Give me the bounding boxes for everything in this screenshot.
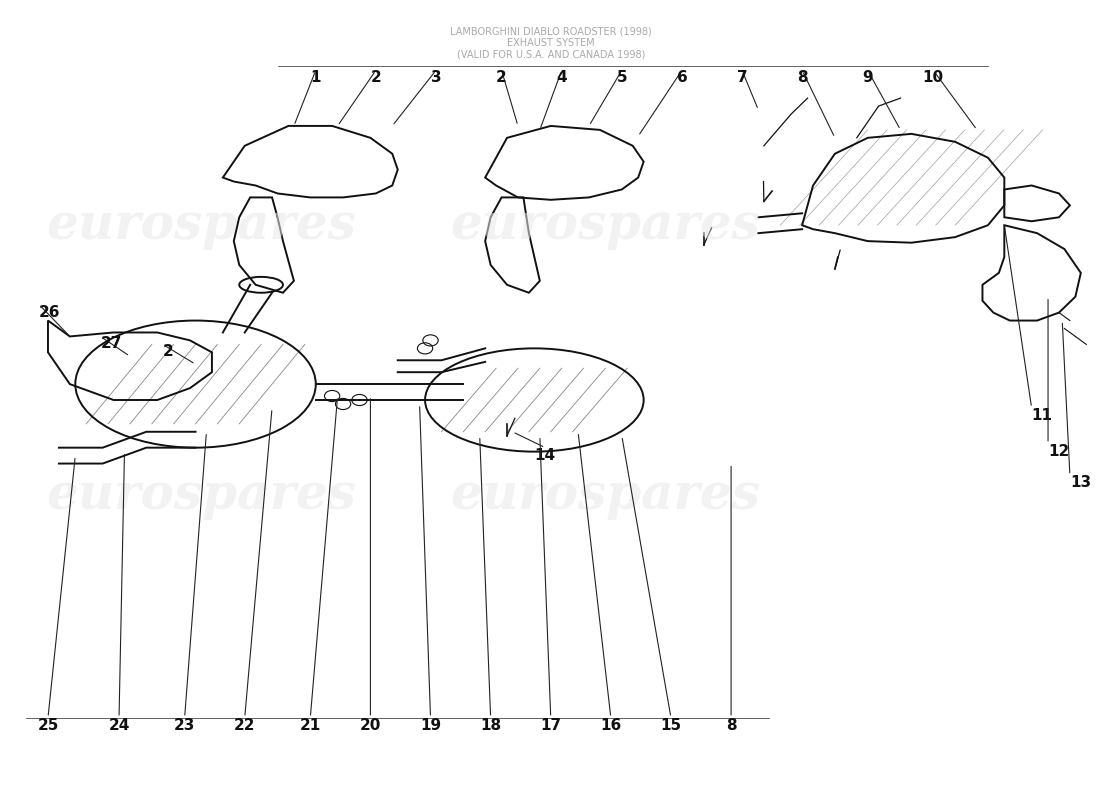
Text: 15: 15 bbox=[660, 718, 682, 733]
Text: 4: 4 bbox=[557, 70, 566, 86]
Text: LAMBORGHINI DIABLO ROADSTER (1998)
EXHAUST SYSTEM
(VALID FOR U.S.A. AND CANADA 1: LAMBORGHINI DIABLO ROADSTER (1998) EXHAU… bbox=[450, 26, 651, 60]
Text: 17: 17 bbox=[540, 718, 561, 733]
Text: 13: 13 bbox=[1070, 475, 1091, 490]
Text: 27: 27 bbox=[100, 337, 122, 351]
Text: 3: 3 bbox=[431, 70, 441, 86]
Text: 26: 26 bbox=[40, 305, 60, 320]
Text: eurospares: eurospares bbox=[451, 471, 760, 520]
Text: 10: 10 bbox=[923, 70, 944, 86]
Text: 22: 22 bbox=[234, 718, 255, 733]
Text: 2: 2 bbox=[496, 70, 507, 86]
Text: 21: 21 bbox=[299, 718, 321, 733]
Text: 8: 8 bbox=[796, 70, 807, 86]
Text: 1: 1 bbox=[310, 70, 321, 86]
Text: eurospares: eurospares bbox=[46, 471, 356, 520]
Text: 12: 12 bbox=[1048, 444, 1069, 458]
Text: 2: 2 bbox=[163, 344, 174, 359]
Text: 18: 18 bbox=[480, 718, 502, 733]
Text: 11: 11 bbox=[1032, 408, 1053, 423]
Text: 24: 24 bbox=[108, 718, 130, 733]
Text: 25: 25 bbox=[37, 718, 58, 733]
Text: 7: 7 bbox=[737, 70, 747, 86]
Text: 6: 6 bbox=[676, 70, 688, 86]
Text: eurospares: eurospares bbox=[46, 201, 356, 250]
Text: eurospares: eurospares bbox=[451, 201, 760, 250]
Text: 20: 20 bbox=[360, 718, 381, 733]
Text: 19: 19 bbox=[420, 718, 441, 733]
Text: 9: 9 bbox=[862, 70, 873, 86]
Text: 16: 16 bbox=[601, 718, 621, 733]
Text: 14: 14 bbox=[535, 448, 556, 462]
Text: 5: 5 bbox=[616, 70, 627, 86]
Text: 23: 23 bbox=[174, 718, 196, 733]
Text: 2: 2 bbox=[371, 70, 382, 86]
Text: 8: 8 bbox=[726, 718, 736, 733]
